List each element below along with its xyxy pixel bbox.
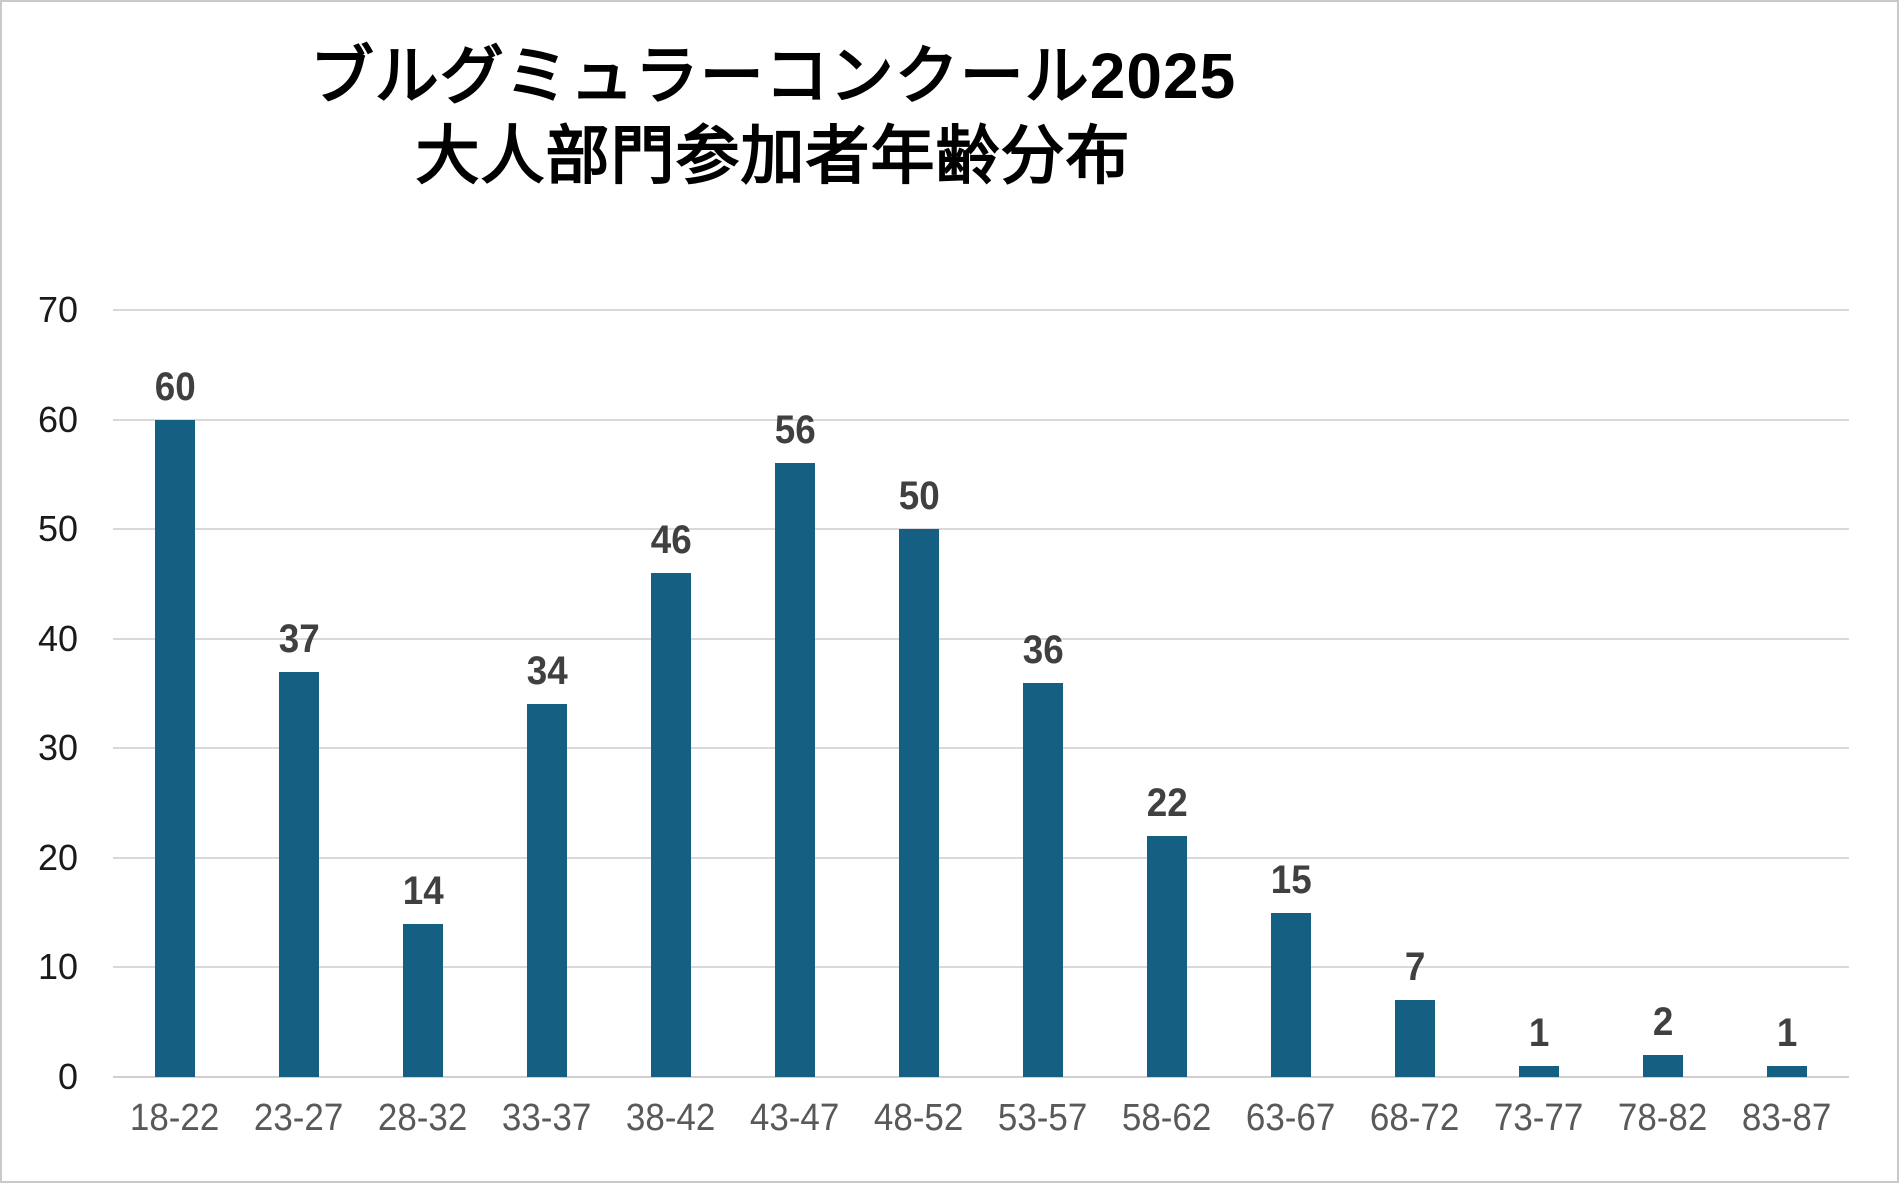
bar-53-57 <box>1023 682 1063 1077</box>
gridline-20 <box>113 856 1849 859</box>
x-tick-label-33-37: 33-37 <box>502 1097 592 1139</box>
data-label-83-87: 1 <box>1776 1011 1798 1056</box>
gridline-50 <box>113 528 1849 531</box>
data-label-58-62: 22 <box>1146 780 1188 825</box>
bar-18-22 <box>155 419 195 1077</box>
bar-23-27 <box>279 671 319 1077</box>
bar-28-32 <box>403 923 443 1077</box>
x-axis-line <box>113 1076 1849 1078</box>
chart-title-line-1: ブルグミュラーコンクール2025 <box>309 40 1237 112</box>
x-tick-label-38-42: 38-42 <box>626 1097 716 1139</box>
bar-73-77 <box>1519 1066 1559 1077</box>
bar-83-87 <box>1767 1066 1807 1077</box>
x-tick-label-58-62: 58-62 <box>1122 1097 1212 1139</box>
y-tick-label-20: 20 <box>37 836 78 878</box>
bar-48-52 <box>899 529 939 1077</box>
bar-33-37 <box>527 704 567 1077</box>
data-label-68-72: 7 <box>1404 945 1426 990</box>
x-tick-label-68-72: 68-72 <box>1370 1097 1460 1139</box>
x-tick-label-28-32: 28-32 <box>378 1097 468 1139</box>
x-axis: 18-22 23-27 28-32 33-37 38-42 43-47 48-52 53-57… <box>113 1096 1849 1152</box>
bar-78-82 <box>1643 1055 1683 1077</box>
data-label-48-52: 50 <box>898 474 940 519</box>
y-tick-label-30: 30 <box>37 727 78 769</box>
y-axis: 0 10 20 30 40 50 60 70 <box>2 292 78 1095</box>
bar-58-62 <box>1147 835 1187 1077</box>
bar-43-47 <box>775 463 815 1077</box>
gridline-30 <box>113 747 1849 750</box>
x-tick-label-78-82: 78-82 <box>1618 1097 1708 1139</box>
gridline-70 <box>113 309 1849 311</box>
data-label-23-27: 37 <box>278 616 320 661</box>
gridline-10 <box>113 966 1849 969</box>
data-label-63-67: 15 <box>1270 857 1312 902</box>
y-tick-label-10: 10 <box>37 946 78 988</box>
plot-area: 60 37 14 34 46 56 50 36 22 15 7 1 2 1 <box>113 309 1849 1078</box>
x-tick-label-43-47: 43-47 <box>750 1097 840 1139</box>
x-tick-label-53-57: 53-57 <box>998 1097 1088 1139</box>
gridline-60 <box>113 418 1849 421</box>
y-tick-label-60: 60 <box>37 398 78 440</box>
bar-38-42 <box>651 572 691 1077</box>
chart-title: ブルグミュラーコンクール2025 大人部門参加者年齢分布 <box>2 36 1544 196</box>
chart-title-line-2: 大人部門参加者年齢分布 <box>415 120 1131 192</box>
y-tick-label-40: 40 <box>37 617 78 659</box>
y-tick-label-50: 50 <box>37 508 78 550</box>
data-label-43-47: 56 <box>774 408 816 453</box>
x-tick-label-18-22: 18-22 <box>130 1097 220 1139</box>
x-tick-label-83-87: 83-87 <box>1742 1097 1832 1139</box>
bar-68-72 <box>1395 1000 1435 1077</box>
y-tick-label-70: 70 <box>37 289 78 330</box>
x-tick-label-48-52: 48-52 <box>874 1097 964 1139</box>
data-label-33-37: 34 <box>526 649 568 694</box>
data-label-18-22: 60 <box>154 364 196 409</box>
data-label-28-32: 14 <box>402 868 444 913</box>
bar-63-67 <box>1270 912 1311 1077</box>
data-label-53-57: 36 <box>1022 627 1064 672</box>
x-tick-label-23-27: 23-27 <box>254 1097 344 1139</box>
data-label-78-82: 2 <box>1652 1000 1674 1045</box>
x-tick-label-63-67: 63-67 <box>1246 1097 1336 1139</box>
y-tick-label-0: 0 <box>57 1056 78 1097</box>
gridline-40 <box>113 637 1849 640</box>
data-label-73-77: 1 <box>1528 1011 1550 1056</box>
x-tick-label-73-77: 73-77 <box>1494 1097 1584 1139</box>
data-label-38-42: 46 <box>650 517 692 562</box>
